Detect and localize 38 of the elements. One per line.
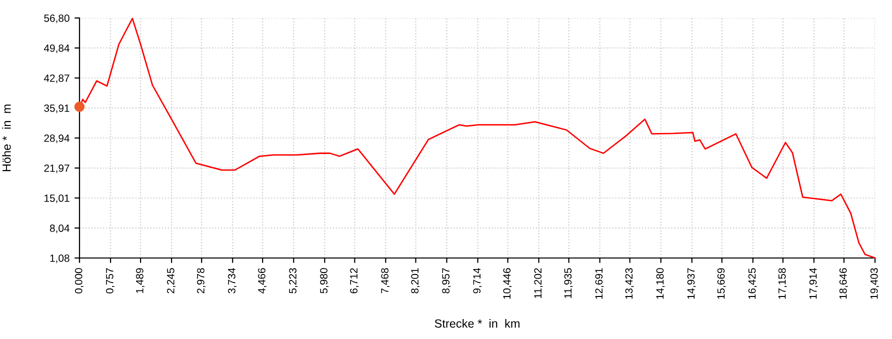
x-tick-label: 9,714: [473, 268, 482, 294]
x-tick-label: 11,935: [564, 268, 573, 298]
x-tick-label: 6,712: [350, 268, 359, 294]
x-tick-label: 18,646: [839, 268, 848, 299]
x-tick-label: 8,957: [442, 268, 451, 294]
x-tick-label: 17,158: [778, 268, 787, 299]
y-tick-label: 15,01: [44, 194, 70, 204]
x-tick-label: 11,202: [534, 268, 543, 298]
x-tick-label: 17,914: [809, 268, 818, 299]
x-tick-label: 5,223: [289, 268, 298, 294]
x-tick-label: 1,489: [136, 268, 145, 293]
y-axis-title: Höhe * in m: [2, 104, 11, 172]
x-tick-label: 15,669: [717, 268, 726, 299]
x-tick-label: 16,425: [748, 268, 757, 299]
y-tick-label: 21,97: [44, 164, 70, 174]
x-tick-label: 2,245: [166, 268, 176, 294]
y-tick-label: 49,84: [44, 44, 70, 54]
y-tick-label: 8,04: [50, 224, 70, 234]
y-tick-label: 28,94: [44, 134, 70, 144]
x-tick-label: 19,403: [870, 268, 880, 299]
x-tick-label: 4,466: [258, 268, 267, 294]
y-tick-label: 35,91: [44, 104, 70, 114]
y-tick-label: 56,80: [44, 14, 70, 24]
x-tick-label: 0,000: [74, 268, 84, 294]
y-tick-label: 42,87: [44, 74, 70, 84]
y-tick-label: 1,08: [50, 254, 70, 264]
x-tick-label: 7,468: [381, 268, 390, 294]
x-tick-label: 2,978: [197, 268, 206, 294]
x-tick-label: 5,980: [320, 268, 329, 294]
x-tick-label: 14,937: [687, 268, 696, 299]
x-tick-label: 12,691: [595, 268, 604, 299]
x-tick-label: 0,757: [106, 268, 115, 294]
x-tick-label: 3,734: [228, 268, 237, 294]
x-tick-label: 8,201: [411, 268, 420, 294]
x-axis-title: Strecke * in km: [434, 319, 520, 328]
x-tick-label: 10,446: [503, 268, 512, 299]
x-tick-label: 14,180: [656, 268, 665, 299]
x-tick-label: 13,423: [625, 268, 634, 299]
